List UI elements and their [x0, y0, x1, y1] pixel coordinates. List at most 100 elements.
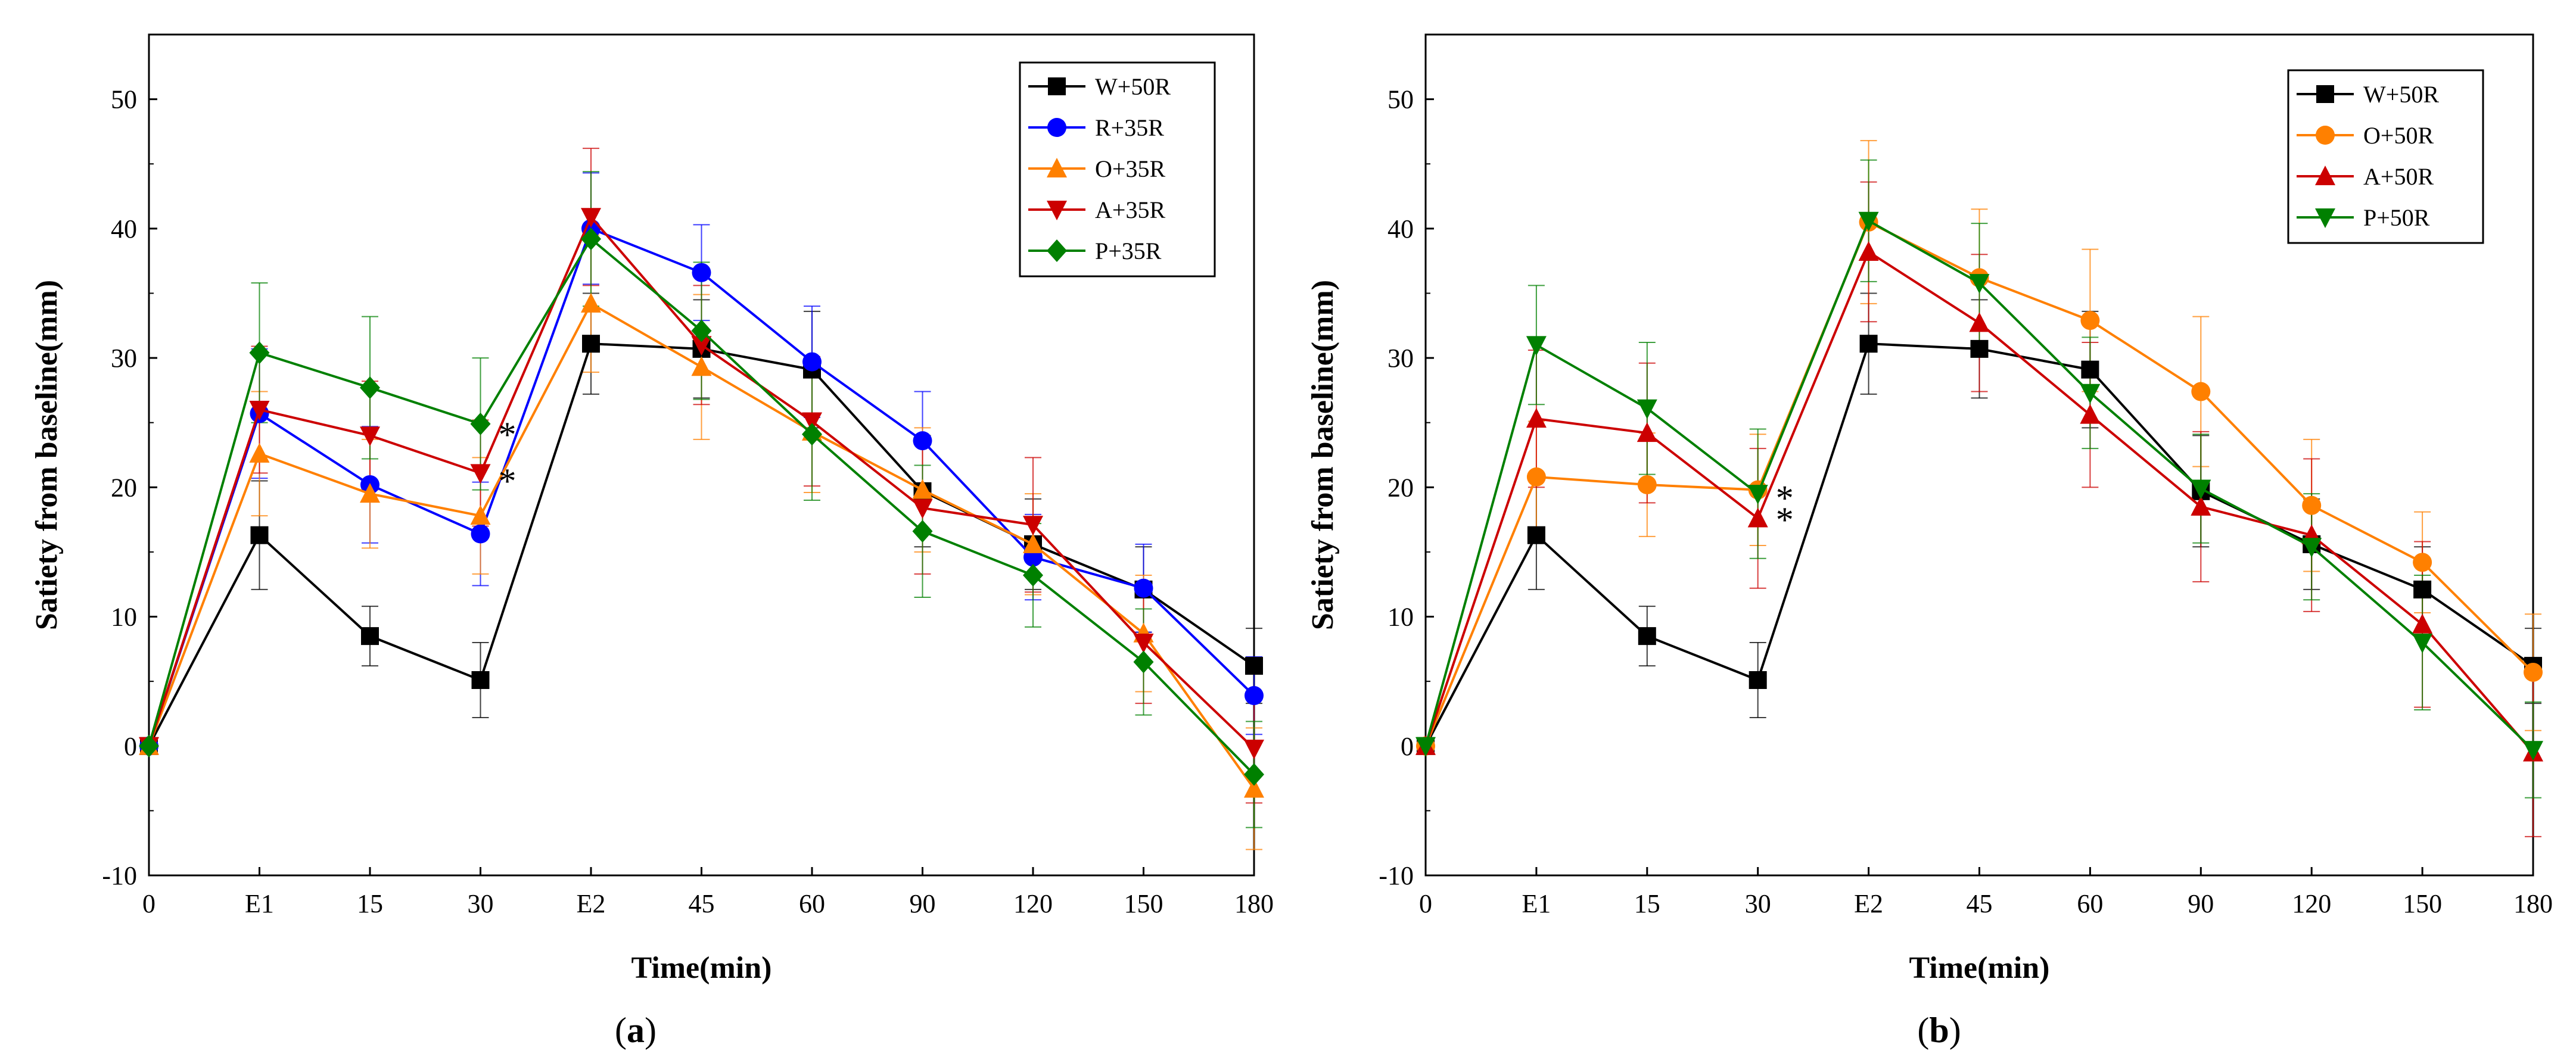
legend-item: A+50R: [2297, 163, 2434, 190]
x-tick-label: 150: [2403, 889, 2442, 918]
y-tick-label: 10: [1387, 603, 1414, 632]
legend-label: P+35R: [1095, 238, 1162, 264]
data-point: [691, 336, 712, 356]
x-axis-title: Time(min): [1909, 951, 2050, 985]
data-point: [249, 341, 270, 364]
data-point: [249, 442, 270, 463]
data-point: [913, 431, 932, 451]
x-tick-label: 90: [2188, 889, 2214, 918]
data-point: [692, 263, 711, 282]
data-point: [250, 526, 269, 544]
data-point: [2080, 404, 2101, 424]
panel-label: (a): [615, 1011, 657, 1050]
x-tick-label: 30: [468, 889, 494, 918]
y-tick-label: -10: [102, 861, 137, 890]
data-point: [2080, 384, 2101, 404]
data-point: [1526, 336, 1547, 356]
data-point: [1747, 507, 1768, 528]
data-point: [2080, 311, 2100, 331]
legend: W+50R R+35R O+35R A+35R P+35R: [1019, 61, 1216, 278]
data-point: [581, 292, 601, 313]
data-point: [1527, 526, 1545, 544]
data-point: [471, 524, 490, 544]
legend-marker: [1047, 118, 1066, 137]
x-tick-label: E2: [577, 889, 606, 918]
x-tick-label: E2: [1854, 889, 1883, 918]
data-point: [2191, 479, 2211, 500]
legend-item: R+35R: [1028, 114, 1164, 141]
data-point: [912, 479, 933, 499]
data-point: [2524, 662, 2543, 682]
data-point: [581, 227, 601, 251]
y-tick-label: 20: [1387, 473, 1414, 502]
y-axis-title: Satiety from baseline(mm): [1306, 280, 1340, 630]
data-point: [1245, 686, 1264, 706]
data-point: [249, 400, 270, 420]
legend-marker: [1048, 77, 1066, 95]
x-tick-label: E1: [245, 889, 274, 918]
legend-item: P+50R: [2297, 204, 2430, 231]
legend-label: O+50R: [2363, 122, 2434, 149]
data-point: [802, 423, 822, 446]
series-O+35R: [139, 292, 1264, 798]
x-tick-label: 60: [799, 889, 825, 918]
legend-marker: [2315, 166, 2335, 185]
data-point: [470, 464, 491, 484]
data-point: [1023, 516, 1043, 536]
data-point: [1526, 467, 1546, 487]
data-point: [691, 319, 712, 342]
data-point: [1244, 763, 1264, 786]
x-tick-label: 60: [2077, 889, 2103, 918]
data-point: [470, 412, 491, 435]
data-point: [1133, 633, 1154, 653]
x-tick-label: 45: [1967, 889, 1993, 918]
data-point: [360, 426, 380, 447]
data-point: [1244, 778, 1264, 798]
legend-item: W+50R: [1028, 73, 1171, 100]
x-tick-label: 0: [142, 889, 155, 918]
legend: W+50R O+50R A+50R P+50R: [2287, 69, 2484, 244]
significance-marker: *: [499, 415, 517, 454]
legend-marker: [1047, 201, 1067, 220]
legend-item: W+50R: [2297, 81, 2439, 108]
data-point: [1637, 399, 1657, 419]
significance-marker: *: [499, 462, 517, 501]
legend-label: O+35R: [1095, 155, 1165, 182]
y-tick-label: -10: [1379, 861, 1414, 890]
data-point: [2301, 538, 2322, 558]
data-point: [1245, 657, 1263, 675]
legend-marker: [1047, 239, 1067, 262]
legend-marker: [1047, 158, 1067, 177]
x-tick-label: E1: [1522, 889, 1551, 918]
legend-item: P+35R: [1028, 238, 1162, 264]
y-tick-label: 30: [1387, 344, 1414, 373]
data-point: [1637, 422, 1657, 442]
data-point: [581, 208, 601, 228]
y-tick-label: 40: [111, 214, 137, 244]
data-point: [2191, 495, 2211, 516]
data-point: [912, 499, 933, 519]
data-point: [2413, 553, 2432, 572]
data-point: [2412, 613, 2433, 634]
data-point: [1638, 627, 1656, 646]
y-tick-label: 30: [111, 344, 137, 373]
y-tick-label: 10: [111, 603, 137, 632]
x-tick-label: 15: [1634, 889, 1660, 918]
y-tick-label: 40: [1387, 214, 1414, 244]
legend-label: P+50R: [2363, 204, 2430, 231]
x-tick-label: 150: [1124, 889, 1163, 918]
data-point: [1858, 241, 1879, 261]
data-point: [2081, 360, 2099, 379]
legend-label: W+50R: [1095, 73, 1171, 100]
legend-label: W+50R: [2363, 81, 2439, 108]
data-point: [1747, 485, 1768, 505]
data-point: [802, 352, 822, 372]
y-tick-label: 0: [124, 732, 137, 761]
x-tick-label: 120: [1013, 889, 1053, 918]
y-tick-label: 20: [111, 473, 137, 502]
x-tick-label: 90: [910, 889, 936, 918]
data-point: [2191, 382, 2211, 401]
data-point: [1969, 274, 1990, 294]
